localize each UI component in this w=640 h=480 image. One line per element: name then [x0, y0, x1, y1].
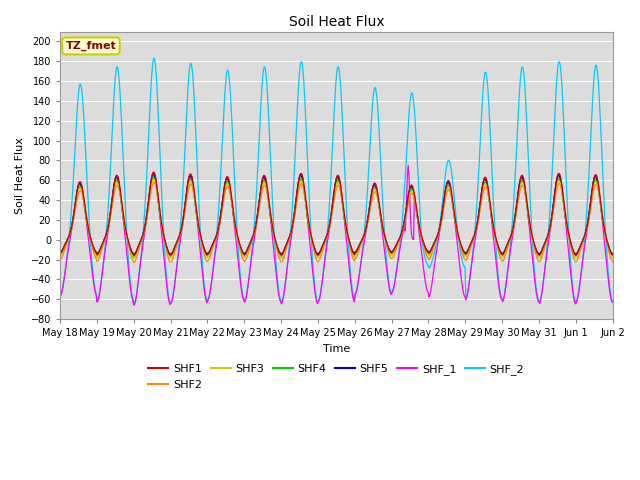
SHF1	[130, 252, 138, 258]
SHF4	[123, 233, 131, 239]
Legend: SHF1, SHF2, SHF3, SHF4, SHF5, SHF_1, SHF_2: SHF1, SHF2, SHF3, SHF4, SHF5, SHF_1, SHF…	[144, 360, 529, 394]
SHF_2	[66, 224, 74, 229]
Line: SHF_1: SHF_1	[60, 166, 612, 305]
SHF1	[56, 250, 64, 256]
Line: SHF2: SHF2	[60, 182, 612, 263]
SHF1	[123, 233, 131, 239]
SHF4	[210, 240, 218, 245]
SHF5	[130, 252, 138, 257]
SHF4	[405, 193, 413, 199]
SHF_1	[209, 267, 217, 273]
SHF2	[130, 260, 138, 265]
SHF3	[66, 231, 74, 237]
SHF_1	[609, 300, 616, 305]
SHF_2	[421, 255, 429, 261]
SHF_2	[180, 154, 188, 160]
SHF5	[56, 249, 64, 255]
SHF4	[609, 253, 616, 259]
SHF2	[66, 231, 74, 237]
SHF4	[150, 174, 157, 180]
SHF1	[421, 244, 429, 250]
SHF5	[405, 189, 413, 195]
SHF_2	[405, 111, 413, 117]
SHF4	[66, 231, 74, 237]
SHF4	[421, 245, 429, 251]
SHF3	[405, 194, 413, 200]
SHF_1	[130, 302, 138, 308]
Line: SHF4: SHF4	[60, 177, 612, 256]
SHF2	[210, 242, 218, 248]
SHF_2	[150, 55, 157, 61]
SHF_2	[210, 261, 218, 266]
SHF1	[609, 252, 616, 257]
SHF_1	[123, 252, 131, 258]
SHF2	[123, 233, 131, 239]
SHF3	[180, 209, 188, 215]
Line: SHF1: SHF1	[60, 172, 612, 255]
SHF_1	[56, 293, 64, 299]
SHF_1	[180, 214, 188, 219]
SHF1	[66, 230, 74, 236]
SHF5	[421, 244, 429, 250]
SHF2	[150, 180, 157, 185]
SHF_2	[56, 292, 64, 298]
SHF1	[180, 206, 188, 212]
Line: SHF_2: SHF_2	[60, 58, 612, 304]
SHF3	[123, 234, 131, 240]
X-axis label: Time: Time	[323, 344, 350, 354]
Line: SHF3: SHF3	[60, 180, 612, 258]
Y-axis label: Soil Heat Flux: Soil Heat Flux	[15, 137, 25, 214]
Text: TZ_fmet: TZ_fmet	[66, 41, 116, 51]
SHF5	[149, 171, 157, 177]
SHF5	[123, 234, 131, 240]
SHF3	[130, 255, 138, 261]
SHF_1	[66, 237, 74, 242]
SHF5	[66, 229, 74, 235]
SHF5	[210, 239, 218, 244]
SHF5	[180, 204, 188, 210]
SHF_2	[609, 298, 616, 304]
SHF2	[421, 248, 429, 254]
SHF1	[210, 239, 218, 245]
SHF4	[180, 208, 188, 214]
SHF4	[56, 251, 64, 257]
SHF3	[210, 240, 218, 246]
SHF_1	[421, 277, 429, 283]
SHF1	[150, 169, 157, 175]
SHF3	[609, 255, 616, 261]
SHF2	[609, 259, 616, 264]
SHF2	[56, 256, 64, 262]
SHF4	[130, 253, 138, 259]
SHF_1	[405, 172, 413, 178]
SHF_2	[130, 301, 138, 307]
SHF2	[405, 197, 413, 203]
Line: SHF5: SHF5	[60, 174, 612, 254]
SHF5	[609, 251, 616, 256]
Title: Soil Heat Flux: Soil Heat Flux	[289, 15, 384, 29]
SHF_2	[123, 234, 131, 240]
SHF1	[405, 189, 413, 195]
SHF3	[56, 253, 64, 259]
SHF3	[421, 246, 429, 252]
SHF2	[180, 210, 188, 216]
SHF3	[150, 177, 157, 182]
SHF_1	[404, 163, 412, 168]
